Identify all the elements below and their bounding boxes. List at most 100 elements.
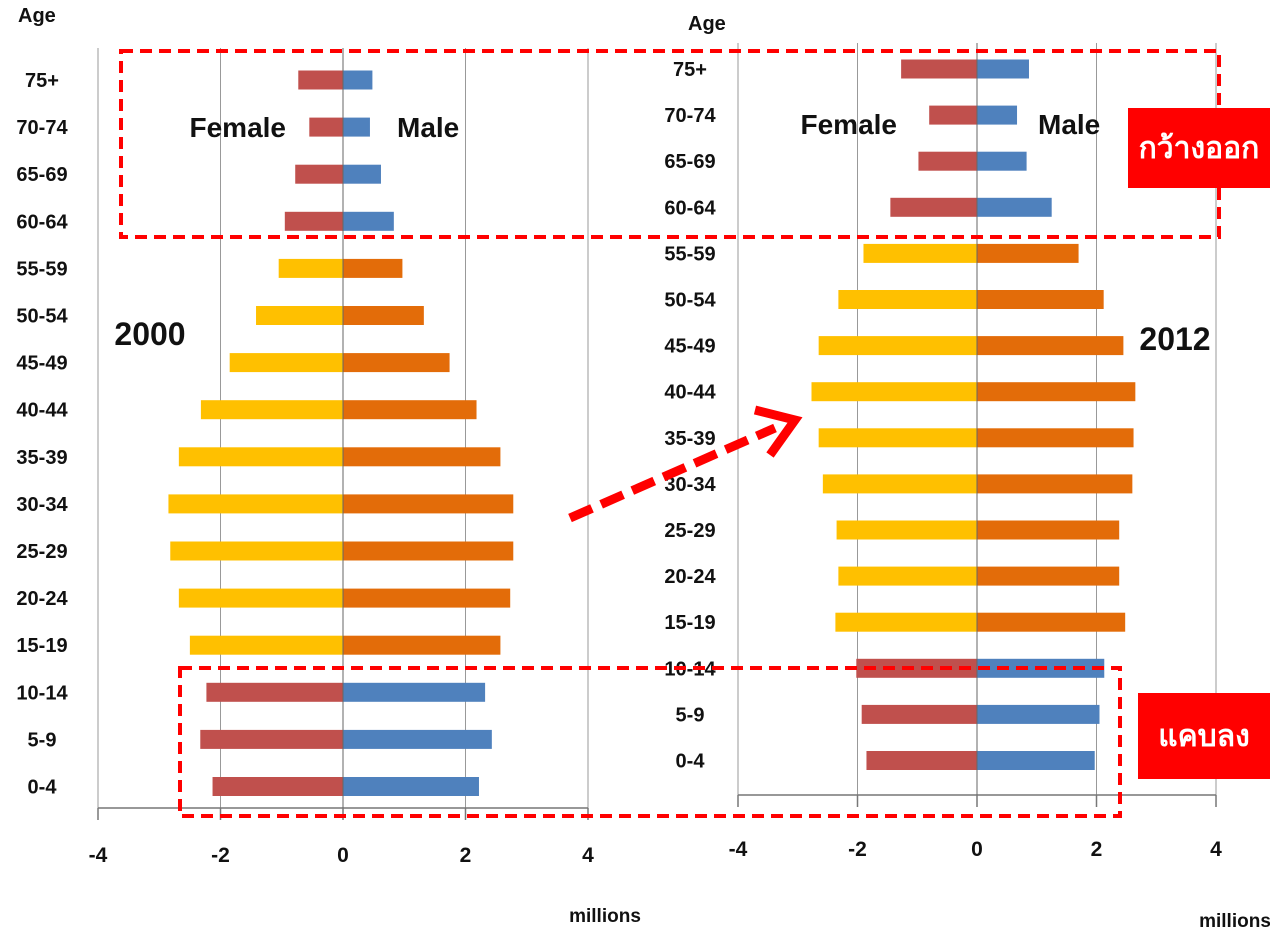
x-tick-label: 4 bbox=[582, 844, 594, 867]
y-axis-title: Age bbox=[688, 13, 726, 35]
age-label: 70-74 bbox=[16, 117, 68, 139]
bar-female-45-49 bbox=[229, 353, 343, 373]
trend-arrow-head bbox=[753, 405, 803, 458]
bar-female-75+ bbox=[901, 59, 977, 79]
bar-female-35-39 bbox=[818, 428, 977, 448]
age-label: 40-44 bbox=[664, 382, 716, 404]
bar-male-5-9 bbox=[977, 704, 1100, 724]
bar-male-55-59 bbox=[343, 258, 403, 278]
bar-female-55-59 bbox=[278, 258, 343, 278]
bar-female-35-39 bbox=[178, 447, 343, 467]
bar-female-10-14 bbox=[206, 682, 343, 702]
bar-female-50-54 bbox=[256, 306, 343, 325]
age-label: 30-34 bbox=[16, 494, 68, 516]
narrow-badge: แคบลง bbox=[1138, 693, 1270, 779]
bar-female-70-74 bbox=[929, 105, 977, 125]
age-label: 60-64 bbox=[664, 197, 716, 219]
bar-female-65-69 bbox=[295, 164, 343, 184]
bar-male-50-54 bbox=[343, 306, 424, 325]
bar-male-20-24 bbox=[343, 588, 511, 608]
bar-female-25-29 bbox=[170, 541, 343, 561]
bar-female-10-14 bbox=[856, 658, 977, 678]
bar-female-20-24 bbox=[838, 566, 977, 586]
bar-female-70-74 bbox=[309, 117, 343, 137]
bar-male-75+ bbox=[343, 70, 373, 90]
bar-female-15-19 bbox=[189, 635, 343, 655]
age-label: 20-24 bbox=[664, 566, 716, 588]
chart-title: 2000 bbox=[114, 316, 185, 352]
bar-male-30-34 bbox=[977, 474, 1133, 494]
bar-male-55-59 bbox=[977, 243, 1079, 263]
legend-female: Female bbox=[801, 109, 898, 140]
x-tick-label: 2 bbox=[460, 844, 472, 867]
bar-male-15-19 bbox=[343, 635, 501, 655]
age-label: 5-9 bbox=[676, 704, 705, 726]
age-label: 55-59 bbox=[16, 258, 67, 280]
age-label: 25-29 bbox=[664, 520, 715, 542]
bar-male-40-44 bbox=[343, 400, 477, 420]
bar-female-45-49 bbox=[818, 336, 977, 356]
bar-male-35-39 bbox=[977, 428, 1134, 448]
legend-male: Male bbox=[1038, 109, 1100, 140]
age-label: 60-64 bbox=[16, 211, 68, 233]
bar-male-25-29 bbox=[343, 541, 514, 561]
bar-male-10-14 bbox=[343, 682, 486, 702]
age-label: 70-74 bbox=[664, 105, 716, 127]
bar-male-0-4 bbox=[343, 777, 479, 796]
bar-female-50-54 bbox=[838, 290, 977, 309]
annotation-overlay bbox=[119, 49, 1221, 818]
bar-female-55-59 bbox=[863, 243, 977, 263]
y-axis-title: Age bbox=[18, 5, 56, 27]
x-axis-title: millions bbox=[1199, 911, 1270, 932]
narrow-highlight-box bbox=[178, 666, 1122, 818]
x-tick-label: 2 bbox=[1091, 838, 1103, 861]
age-label: 30-34 bbox=[664, 474, 716, 496]
bar-male-65-69 bbox=[977, 151, 1027, 171]
bar-male-15-19 bbox=[977, 612, 1126, 632]
bar-male-0-4 bbox=[977, 751, 1095, 770]
age-label: 10-14 bbox=[16, 682, 68, 704]
age-label: 65-69 bbox=[16, 164, 67, 186]
chart-title: 2012 bbox=[1139, 321, 1210, 357]
trend-arrow-shaft bbox=[568, 423, 777, 523]
x-tick-label: 0 bbox=[337, 844, 349, 867]
x-tick-label: 4 bbox=[1210, 838, 1222, 861]
pyramid-2000: -4 -2 0 2 4 75+ 70-74 65-69 60-64 55-59 50-54 45-49… bbox=[16, 5, 640, 927]
x-tick-label: -4 bbox=[89, 844, 108, 867]
age-label: 25-29 bbox=[16, 541, 67, 563]
widen-badge: กว้างออก bbox=[1128, 108, 1270, 188]
age-label: 15-19 bbox=[16, 635, 67, 657]
bar-female-30-34 bbox=[168, 494, 343, 514]
age-label: 35-39 bbox=[16, 447, 67, 469]
bar-female-0-4 bbox=[866, 751, 977, 770]
bar-female-40-44 bbox=[811, 382, 977, 402]
x-tick-label: -2 bbox=[848, 838, 867, 861]
bar-male-70-74 bbox=[343, 117, 370, 137]
bar-female-60-64 bbox=[284, 211, 343, 231]
bar-male-50-54 bbox=[977, 290, 1104, 309]
age-label: 10-14 bbox=[664, 658, 716, 680]
bar-male-65-69 bbox=[343, 164, 381, 184]
bar-male-60-64 bbox=[977, 197, 1052, 217]
age-label: 15-19 bbox=[664, 612, 715, 634]
bar-female-0-4 bbox=[212, 777, 343, 796]
bar-male-70-74 bbox=[977, 105, 1018, 125]
widen-highlight-box bbox=[119, 49, 1221, 239]
age-label: 0-4 bbox=[28, 777, 58, 799]
x-tick-label: 0 bbox=[971, 838, 983, 861]
bar-male-35-39 bbox=[343, 447, 501, 467]
bar-female-40-44 bbox=[200, 400, 343, 420]
age-label: 45-49 bbox=[664, 336, 715, 358]
age-label: 5-9 bbox=[28, 729, 57, 751]
x-tick-label: -4 bbox=[729, 838, 748, 861]
bar-female-60-64 bbox=[890, 197, 977, 217]
bar-male-45-49 bbox=[977, 336, 1124, 356]
bar-male-75+ bbox=[977, 59, 1029, 79]
bar-male-5-9 bbox=[343, 729, 492, 749]
age-label: 45-49 bbox=[16, 353, 67, 375]
legend-male: Male bbox=[397, 112, 459, 143]
bar-male-45-49 bbox=[343, 353, 450, 373]
bar-male-25-29 bbox=[977, 520, 1120, 540]
bar-male-30-34 bbox=[343, 494, 514, 514]
bar-female-20-24 bbox=[178, 588, 343, 608]
